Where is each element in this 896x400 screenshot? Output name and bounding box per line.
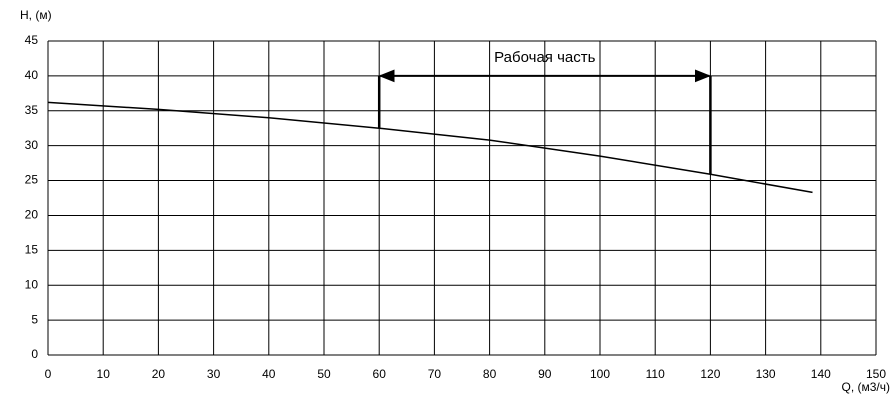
x-tick-label: 20 (152, 367, 166, 381)
x-axis-label: Q, (м3/ч) (841, 380, 890, 394)
y-tick-label: 25 (25, 173, 39, 187)
x-tick-label: 150 (866, 367, 886, 381)
x-tick-label: 110 (646, 367, 665, 381)
y-tick-label: 15 (25, 243, 39, 257)
x-tick-label: 60 (373, 367, 387, 381)
x-tick-label: 0 (45, 367, 52, 381)
y-tick-label: 30 (25, 138, 39, 152)
range-label: Рабочая часть (494, 49, 595, 66)
y-tick-label: 10 (25, 277, 39, 291)
y-tick-label: 0 (31, 347, 38, 361)
y-tick-label: 20 (25, 208, 39, 222)
x-tick-label: 40 (262, 367, 276, 381)
y-tick-label: 40 (25, 68, 39, 82)
x-tick-label: 70 (428, 367, 442, 381)
y-tick-label: 45 (25, 33, 39, 47)
x-tick-label: 130 (756, 367, 776, 381)
y-tick-label: 35 (25, 103, 39, 117)
y-axis-label: H, (м) (20, 8, 52, 22)
x-tick-label: 100 (590, 367, 610, 381)
x-tick-label: 80 (483, 367, 497, 381)
x-tick-label: 50 (317, 367, 331, 381)
x-tick-label: 140 (811, 367, 831, 381)
x-tick-label: 90 (538, 367, 552, 381)
y-tick-label: 5 (31, 312, 38, 326)
x-tick-label: 10 (97, 367, 111, 381)
x-tick-label: 120 (700, 367, 720, 381)
x-tick-label: 30 (207, 367, 221, 381)
curve (47, 101, 813, 194)
